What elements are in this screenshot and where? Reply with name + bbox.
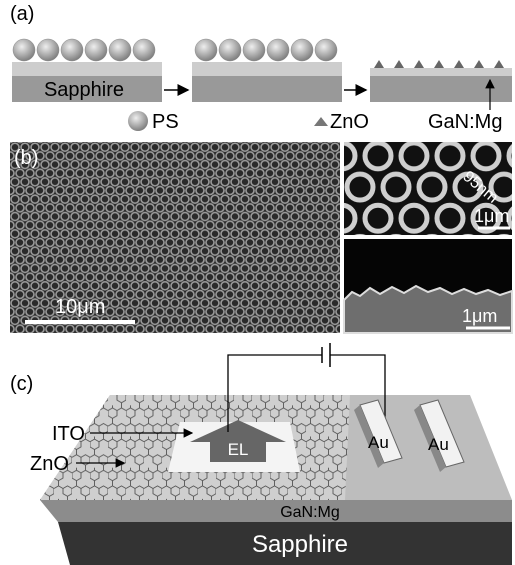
electrode-label: Au [428, 435, 449, 454]
emission-label: EL [228, 440, 249, 459]
spheres [13, 39, 155, 61]
zno-dot [394, 60, 404, 68]
sphere [291, 39, 313, 61]
electrode-label: Au [368, 433, 389, 452]
sphere [219, 39, 241, 61]
panel-label: (c) [10, 373, 33, 395]
zno-dot [414, 60, 424, 68]
scale-label: 1μm [462, 306, 497, 326]
figure: (a) Sapphire PS ZnO GaN:Mg (b) 10μm 95nm… [0, 0, 515, 565]
sphere [315, 39, 337, 61]
legend-label: PS [152, 111, 179, 133]
scale-label: 10μm [55, 296, 105, 318]
zno-dot [474, 60, 484, 68]
gan-layer [40, 500, 512, 522]
zno-dot [454, 60, 464, 68]
panel-a: (a) Sapphire PS ZnO GaN:Mg [10, 3, 512, 133]
panel-c: (c) EL Au Au ITO ZnO GaN:Mg Sapphire [10, 343, 512, 565]
sphere-layer [12, 62, 162, 76]
legend-sphere [128, 111, 148, 131]
zno-dot [434, 60, 444, 68]
callout-label: ITO [52, 423, 85, 445]
substrate [192, 76, 342, 102]
sphere [37, 39, 59, 61]
legend-triangle [314, 117, 328, 126]
sphere [13, 39, 35, 61]
legend-label: ZnO [330, 111, 369, 133]
spheres [195, 39, 337, 61]
gan-layer [370, 68, 512, 76]
sphere-layer [192, 62, 342, 76]
legend-label: GaN:Mg [428, 111, 502, 133]
layer-label: GaN:Mg [280, 504, 340, 521]
layer-label: Sapphire [252, 531, 348, 558]
sphere [133, 39, 155, 61]
zno-dot [374, 60, 384, 68]
zno-dots [374, 60, 504, 68]
sphere [267, 39, 289, 61]
sphere [61, 39, 83, 61]
sphere [109, 39, 131, 61]
zno-dot [494, 60, 504, 68]
sphere [243, 39, 265, 61]
callout-label: ZnO [30, 453, 69, 475]
panel-label: (a) [10, 3, 34, 25]
substrate-label: Sapphire [44, 79, 124, 101]
sphere [85, 39, 107, 61]
substrate [370, 76, 512, 102]
scale-label: 1μm [474, 206, 509, 226]
panel-label: (b) [14, 147, 38, 169]
sphere [195, 39, 217, 61]
panel-b: (b) 10μm 95nm 1μm 1μm [10, 142, 512, 333]
